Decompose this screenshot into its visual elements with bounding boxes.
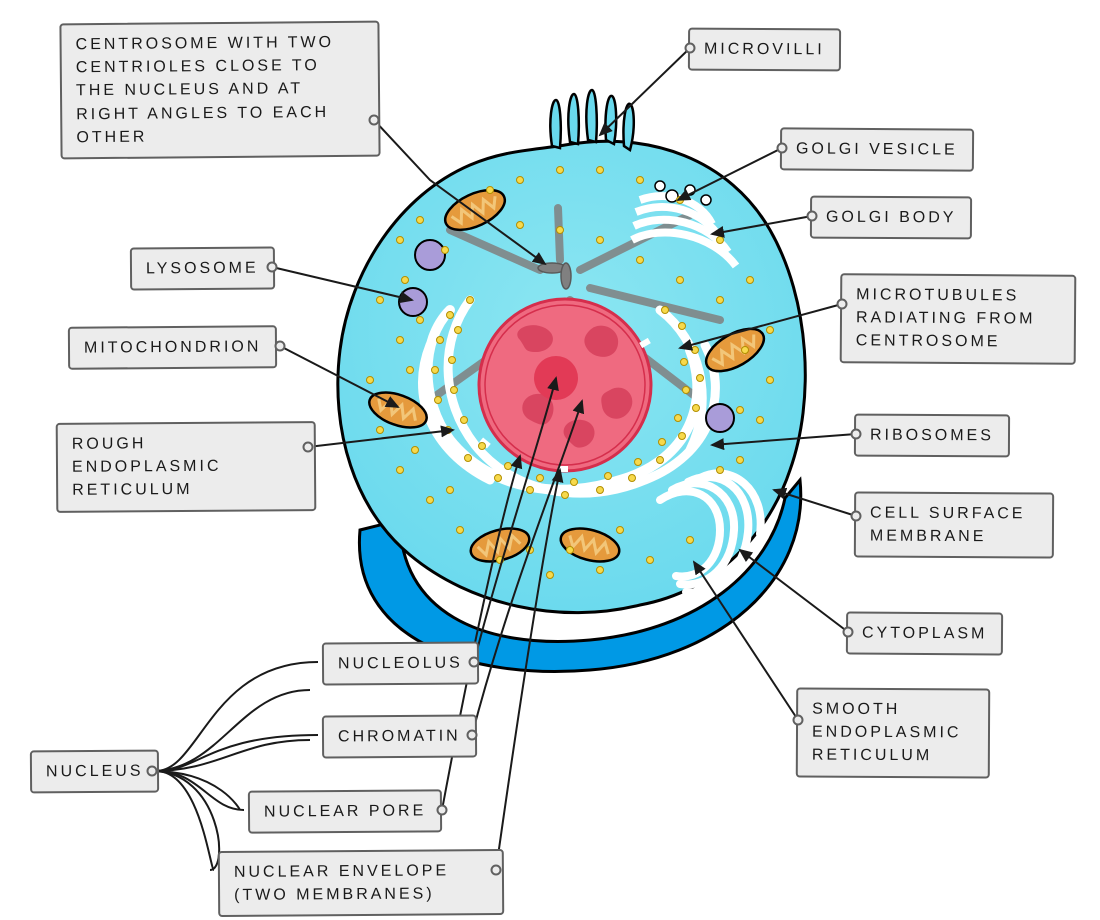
label-nuclear-pore: Nuclear pore (248, 789, 443, 834)
label-rer: Rough endoplasmic reticulum (56, 421, 317, 512)
dot-microtubules (837, 299, 848, 310)
dot-nucleolus (469, 657, 480, 668)
dot-lysosome (267, 262, 278, 273)
label-chromatin: Chromatin (322, 714, 477, 758)
diagram-canvas: Centrosome with two centrioles close to … (0, 0, 1100, 920)
label-microtubules: Microtubules radiating from centrosome (840, 273, 1077, 364)
label-nucleus: Nucleus (30, 750, 160, 794)
label-golgi-body: Golgi body (810, 196, 973, 240)
label-ribosomes: Ribosomes (854, 414, 1010, 458)
dot-cytoplasm (843, 627, 854, 638)
dot-golgi-body (807, 211, 818, 222)
label-ser: Smooth endoplasmic reticulum (796, 687, 990, 778)
label-microvilli: Microvilli (688, 28, 841, 72)
dot-mitochondrion (275, 341, 286, 352)
dot-chromatin (467, 730, 478, 741)
label-lysosome: Lysosome (130, 246, 275, 290)
dot-ser (793, 715, 804, 726)
dot-nucleus (147, 766, 158, 777)
label-nuclear-envelope: Nuclear envelope (two membranes) (218, 849, 504, 917)
nucleus (479, 299, 651, 472)
label-golgi-vesicle: Golgi vesicle (780, 127, 974, 172)
dot-golgi-vesicle (777, 143, 788, 154)
label-membrane: Cell surface membrane (854, 491, 1054, 558)
dot-rer (303, 442, 314, 453)
label-nucleolus: Nucleolus (322, 641, 479, 685)
label-cytoplasm: Cytoplasm (846, 611, 1004, 655)
dot-nuclear-envelope (491, 865, 502, 876)
dot-ribosomes (851, 429, 862, 440)
dot-nuclear-pore (437, 805, 448, 816)
label-mitochondrion: Mitochondrion (68, 325, 278, 370)
dot-centrosome (369, 115, 380, 126)
label-centrosome: Centrosome with two centrioles close to … (59, 21, 380, 160)
dot-microvilli (685, 43, 696, 54)
dot-membrane (851, 511, 862, 522)
